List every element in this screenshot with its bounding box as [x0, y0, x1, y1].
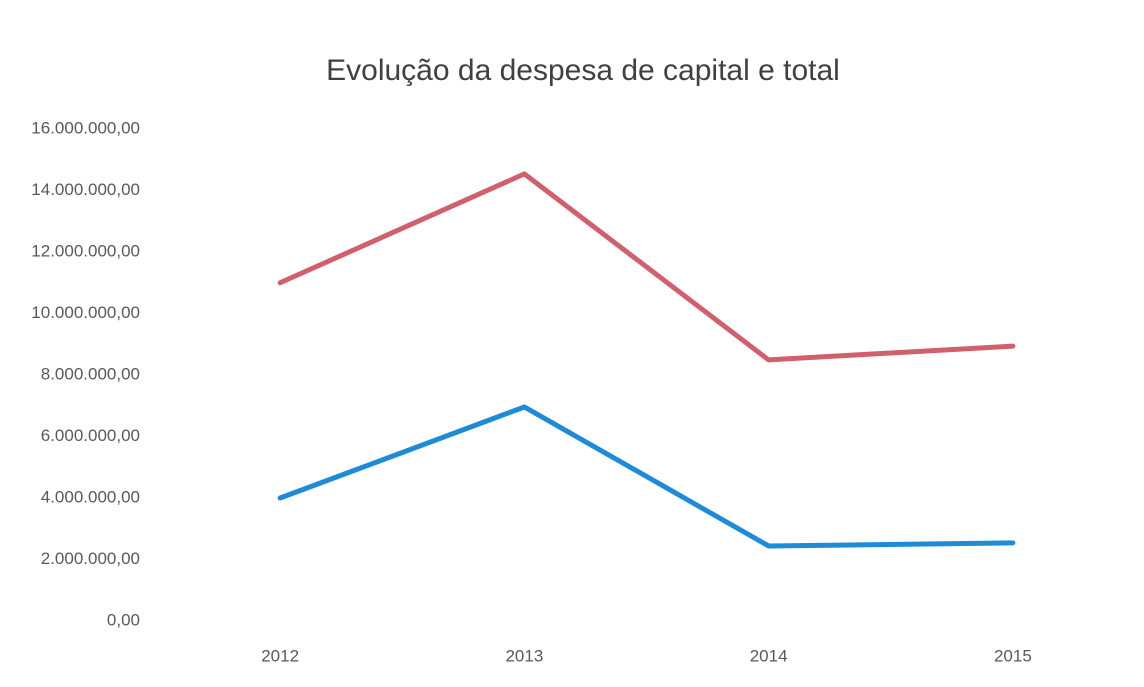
y-tick-label: 0,00: [107, 610, 140, 629]
y-tick-label: 12.000.000,00: [31, 241, 140, 260]
x-tick-label: 2015: [994, 646, 1032, 665]
series-line: [277, 404, 1016, 549]
y-tick-label: 14.000.000,00: [31, 180, 140, 199]
y-tick-label: 8.000.000,00: [41, 364, 140, 383]
x-tick-label: 2013: [505, 646, 543, 665]
chart-title: Evolução da despesa de capital e total: [326, 54, 840, 87]
y-tick-label: 16.000.000,00: [31, 118, 140, 137]
y-tick-label: 10.000.000,00: [31, 303, 140, 322]
series-line: [277, 171, 1016, 363]
x-tick-label: 2014: [750, 646, 788, 665]
y-tick-label: 6.000.000,00: [41, 426, 140, 445]
y-tick-label: 2.000.000,00: [41, 549, 140, 568]
x-tick-label: 2012: [261, 646, 299, 665]
y-tick-label: 4.000.000,00: [41, 487, 140, 506]
